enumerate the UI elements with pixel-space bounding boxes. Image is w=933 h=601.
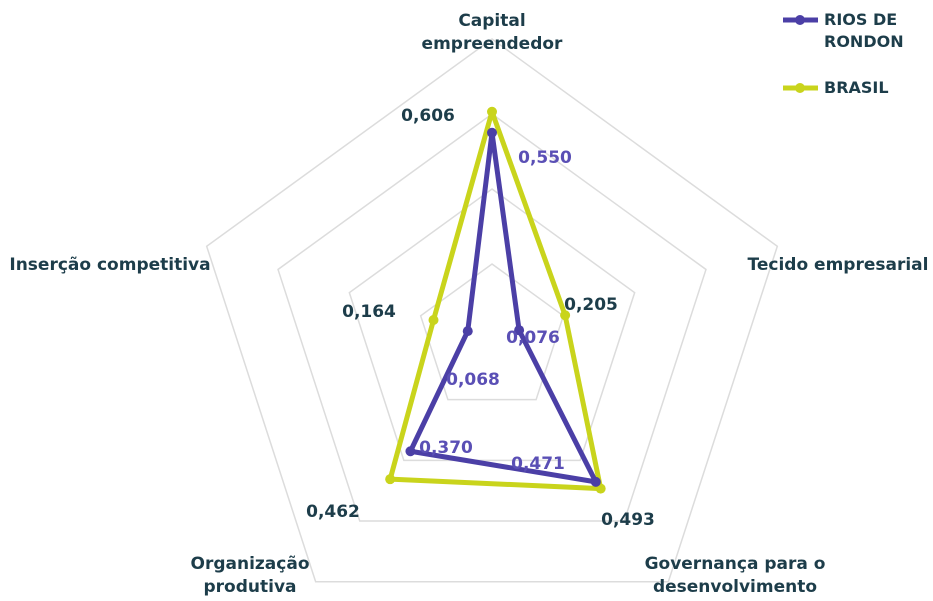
point [487,106,497,117]
axis-label: Inserção competitiva [9,255,211,275]
point [590,476,601,487]
data-label: 0,606 [401,106,455,126]
grid-ring [348,188,636,462]
axis-label: Capital empreendedor [421,11,563,54]
point [514,325,525,336]
data-label: 0,493 [601,510,655,530]
point [560,310,571,321]
axis-label: Organização produtiva [190,554,310,597]
point [428,314,439,325]
data-label: 0,068 [446,370,500,390]
legend-marker [795,15,805,25]
data-label: 0,370 [419,438,473,458]
data-label: 0,550 [518,148,572,168]
grid-ring [277,113,707,522]
axis-label: Tecido empresarial [747,255,929,275]
series-line [407,130,599,485]
grid-ring [205,38,779,583]
axis-label: Governança para o desenvolvimento [644,554,826,597]
data-label: 0,076 [506,328,560,348]
data-label: 0,471 [511,454,565,474]
legend-label: RIOS DE RONDON [824,10,904,51]
data-label: 0,205 [564,295,618,315]
data-label: 0,462 [306,502,360,522]
legend-label: BRASIL [824,78,889,97]
grid-ring [419,263,565,401]
legend-marker [795,83,805,93]
point [385,474,396,485]
series-line [387,109,604,492]
point [405,446,416,457]
data-label: 0,164 [342,302,396,322]
point [462,326,473,337]
point [487,127,497,138]
